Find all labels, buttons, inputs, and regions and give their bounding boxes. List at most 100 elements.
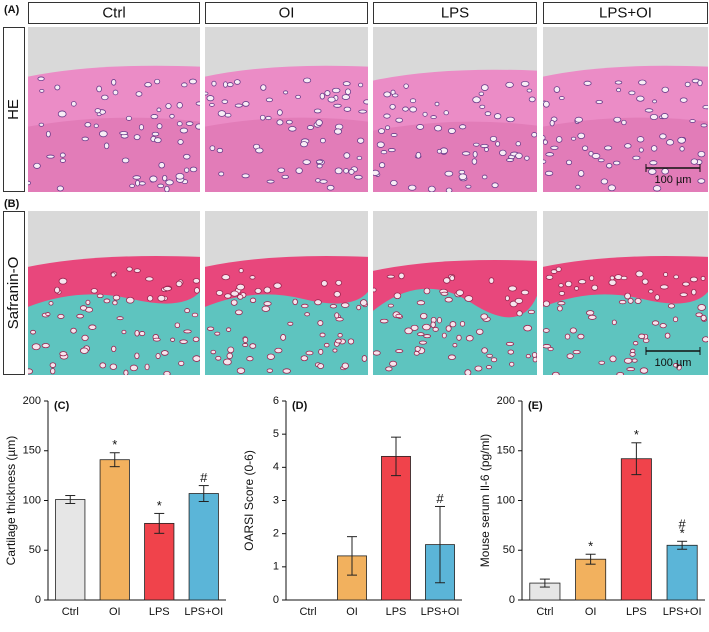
cell	[484, 111, 492, 116]
cell	[306, 125, 314, 130]
cell	[473, 142, 480, 147]
cell	[555, 136, 563, 143]
cell	[480, 84, 489, 91]
row-label: HE	[5, 99, 22, 120]
cell	[673, 363, 679, 368]
histology-image	[373, 211, 537, 375]
cell	[154, 78, 161, 85]
cell	[445, 187, 453, 192]
cell	[348, 168, 355, 175]
y-tick-label: 4	[273, 461, 279, 473]
cell	[566, 159, 573, 166]
cell	[443, 110, 449, 116]
cell	[249, 343, 257, 349]
bone	[28, 117, 200, 192]
cell	[134, 329, 140, 337]
cell	[210, 349, 217, 355]
cell	[317, 363, 325, 369]
cell	[169, 113, 175, 119]
cell	[641, 278, 649, 285]
cell	[597, 158, 605, 163]
cell	[57, 314, 65, 319]
cell	[211, 80, 217, 87]
cell	[246, 356, 254, 362]
cell	[54, 84, 61, 91]
cell	[230, 299, 238, 306]
cell	[631, 358, 638, 363]
cell	[415, 151, 422, 159]
cell	[316, 163, 323, 169]
cell	[266, 179, 275, 184]
y-tick-label: 1	[273, 561, 279, 573]
cell	[595, 99, 603, 105]
cell	[56, 185, 64, 192]
cell	[57, 110, 67, 118]
cell	[149, 175, 158, 183]
cell	[588, 314, 597, 320]
cell	[505, 81, 514, 88]
cell	[41, 343, 50, 349]
histology-image	[373, 27, 537, 192]
cell	[134, 352, 140, 360]
cell	[624, 143, 632, 149]
cell	[230, 290, 239, 297]
cell	[125, 115, 133, 121]
cell	[679, 146, 685, 152]
cell	[236, 283, 245, 291]
cell	[564, 333, 571, 340]
bar	[55, 499, 86, 601]
cell	[265, 115, 272, 121]
bone	[205, 117, 368, 192]
cell	[103, 298, 111, 304]
cell	[80, 347, 89, 354]
cell	[604, 145, 613, 151]
cell	[283, 90, 289, 95]
cell	[28, 180, 31, 186]
cell	[341, 302, 350, 308]
cell	[464, 369, 472, 375]
cell	[461, 151, 471, 156]
cell	[176, 102, 183, 109]
cell	[157, 294, 166, 302]
column-header: LPS	[441, 4, 469, 21]
cell	[516, 310, 523, 317]
bar	[666, 544, 698, 601]
cell	[333, 291, 341, 298]
x-tick-label: Ctrl	[299, 606, 316, 618]
cell	[133, 268, 141, 273]
cell	[569, 327, 577, 334]
cell	[189, 78, 197, 85]
cell	[491, 182, 499, 189]
y-tick-label: 2	[273, 528, 279, 540]
cell	[174, 322, 181, 329]
cell	[112, 300, 118, 306]
cell	[700, 123, 708, 128]
panel-label: (E)	[528, 400, 543, 412]
cell	[177, 139, 184, 145]
cell	[59, 158, 66, 163]
cell	[37, 76, 45, 82]
cell	[224, 113, 232, 118]
cell	[395, 349, 404, 353]
cell	[215, 290, 224, 296]
cell	[661, 86, 669, 93]
histology-image	[28, 27, 200, 192]
cell	[549, 119, 555, 127]
cell	[178, 360, 185, 366]
cell	[526, 88, 533, 93]
cell	[553, 86, 561, 93]
x-tick-label: OI	[109, 606, 121, 618]
cell	[119, 131, 129, 136]
cell	[327, 96, 336, 103]
cell	[39, 88, 45, 93]
cell	[649, 114, 659, 120]
cell	[383, 91, 392, 98]
cell	[480, 313, 489, 320]
cell	[673, 274, 680, 280]
cell	[315, 119, 323, 126]
cell	[436, 149, 442, 154]
cell	[226, 327, 232, 332]
cell	[281, 174, 290, 179]
cell	[444, 297, 453, 303]
cell	[616, 372, 625, 375]
